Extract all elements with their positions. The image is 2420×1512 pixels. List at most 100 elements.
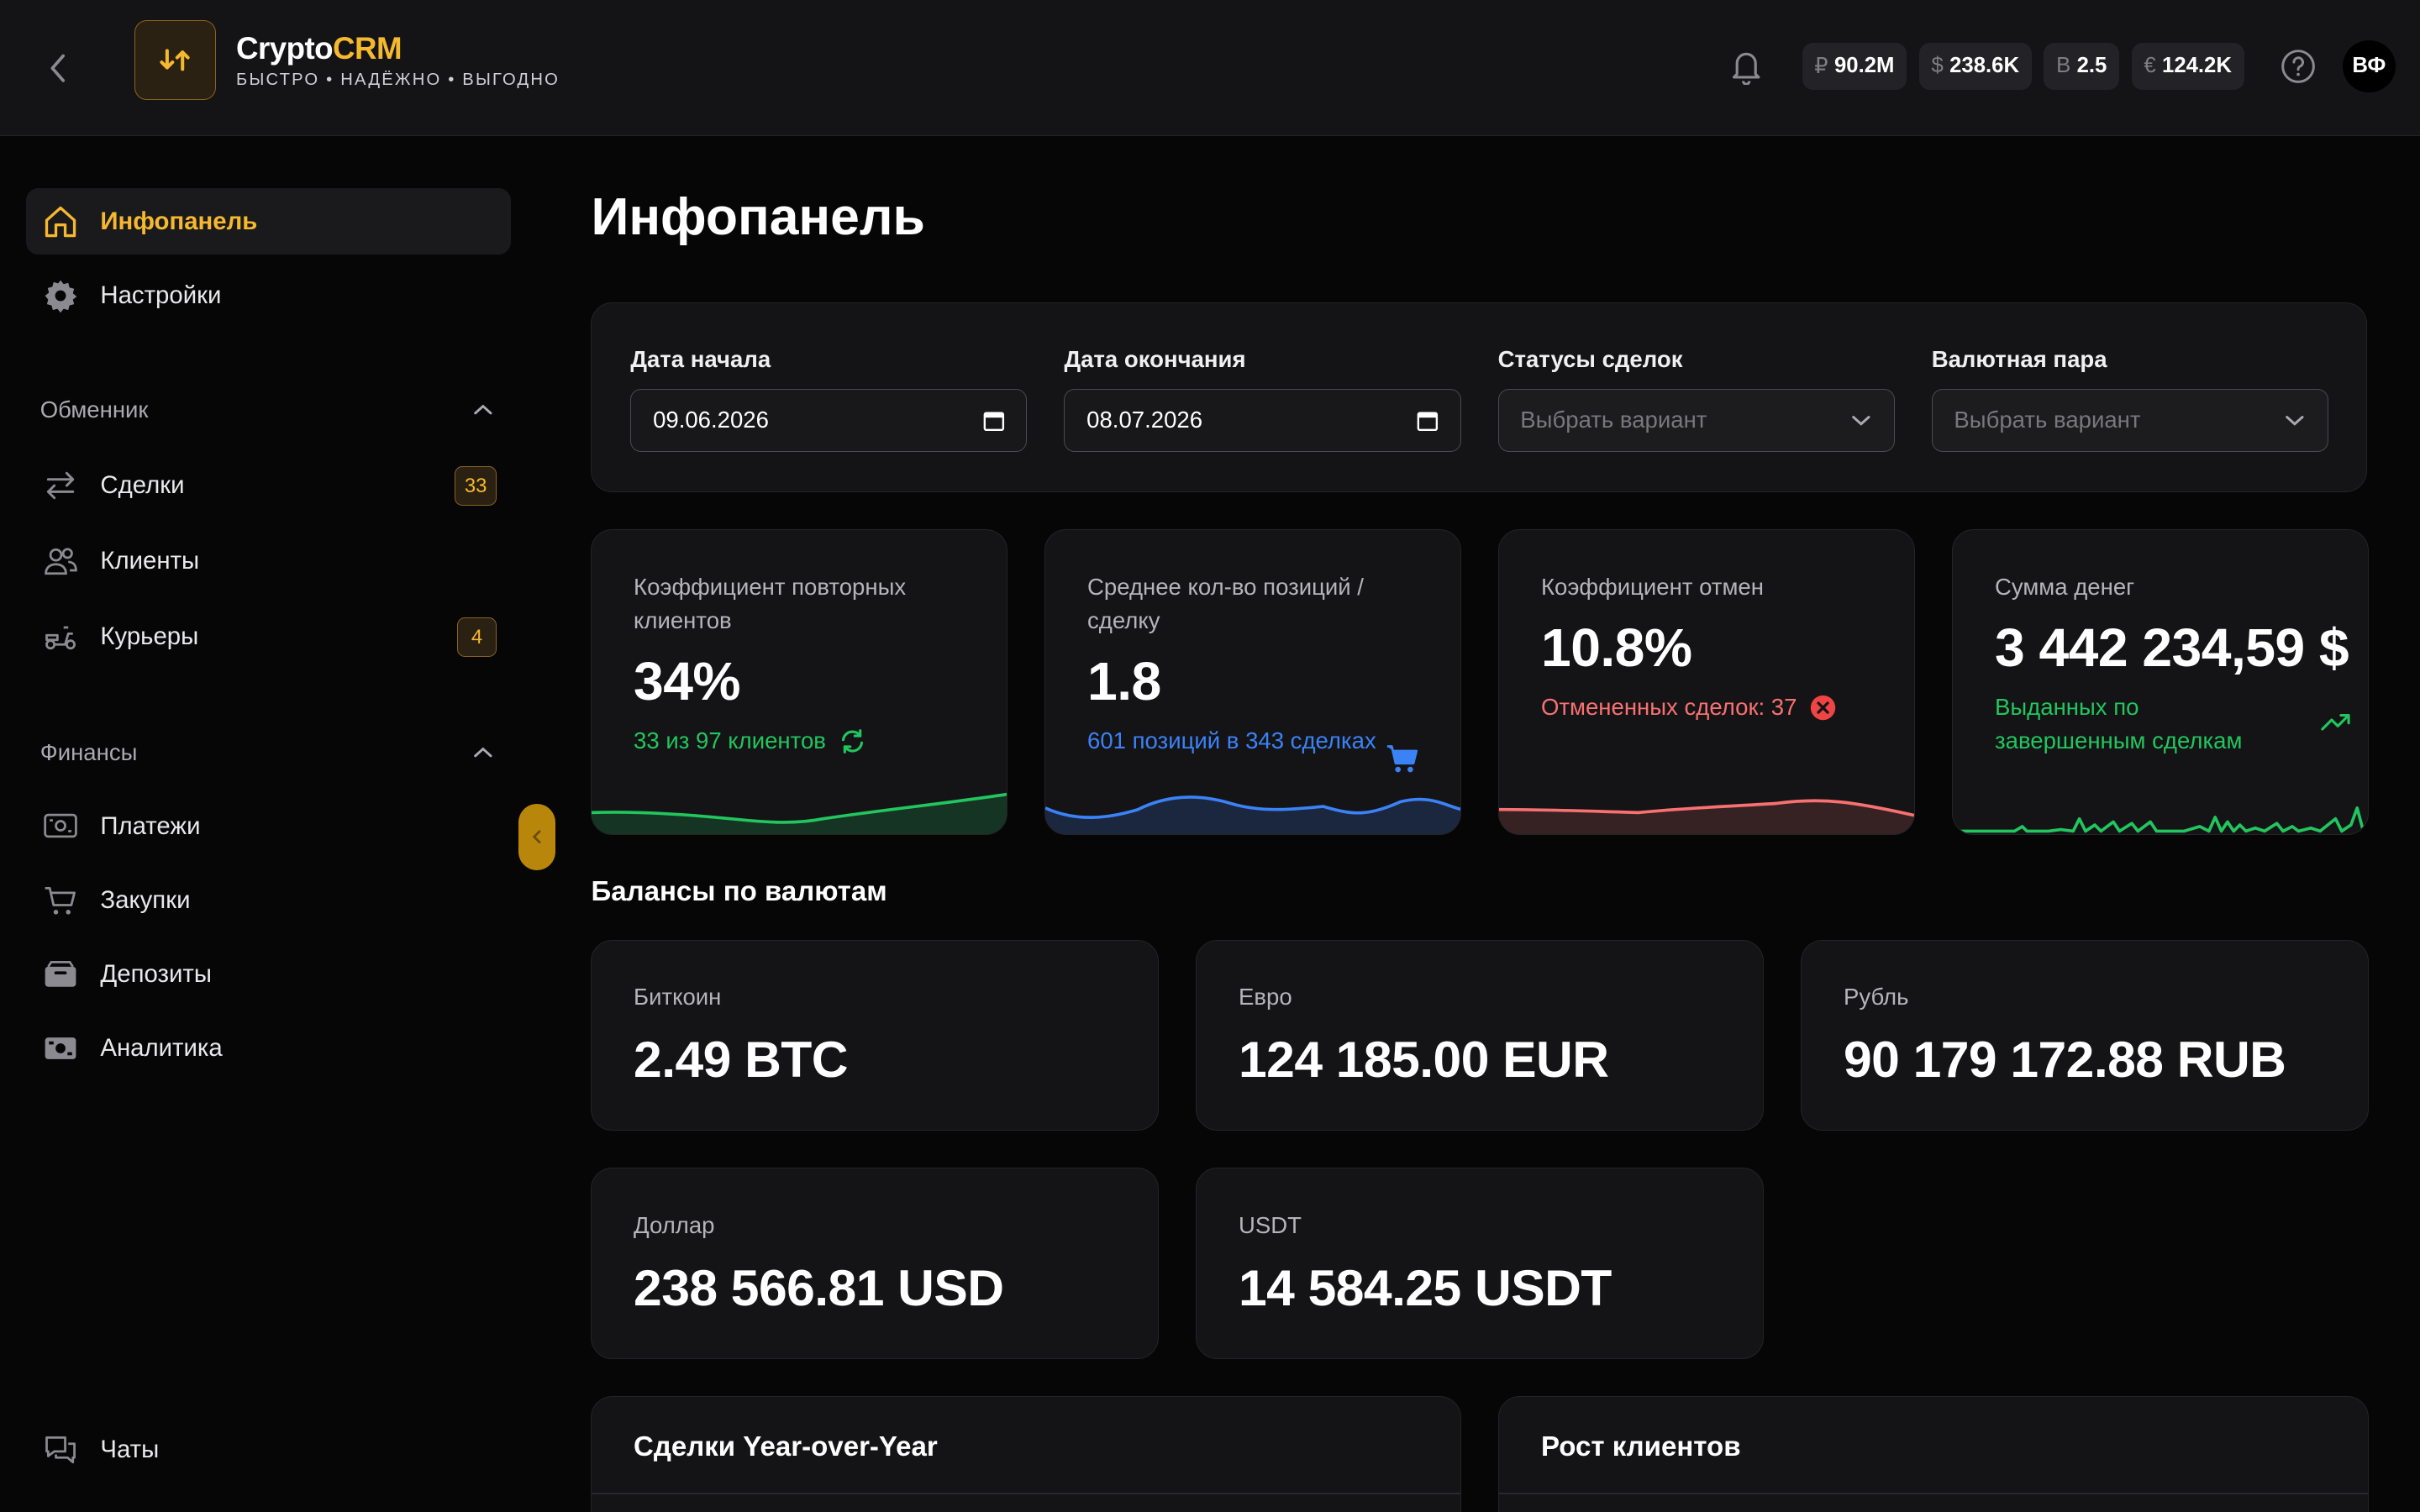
users-icon <box>42 543 79 580</box>
eur-symbol: € <box>2144 54 2156 78</box>
sidebar-item-clients[interactable]: Клиенты <box>26 528 511 594</box>
stat-value: 3 442 234,59 $ <box>1995 617 2349 678</box>
deal-status-label: Статусы сделок <box>1497 346 1683 373</box>
balance-card-rub: Рубль 90 179 172.88 RUB <box>1801 939 2370 1131</box>
stat-card-avg-positions: Среднее кол-во позиций / сделку 1.8 601 … <box>1044 528 1462 835</box>
balance-chip-eur[interactable]: €124.2K <box>2131 43 2244 90</box>
gear-icon <box>42 277 79 314</box>
panel-divider <box>592 1493 1461 1494</box>
sidebar-item-label: Платежи <box>100 811 201 840</box>
bell-icon[interactable] <box>1725 40 1768 92</box>
sidebar-item-label: Клиенты <box>100 546 200 575</box>
balance-chip-rub[interactable]: ₽90.2M <box>1802 43 1907 90</box>
panel-title: Рост клиентов <box>1541 1431 1741 1462</box>
stat-card-repeat-clients: Коэффициент повторных клиентов 34% 33 из… <box>591 528 1008 835</box>
filter-deal-status: Статусы сделок Выбрать вариант <box>1497 346 1895 453</box>
balances-section-title: Балансы по валютам <box>591 876 887 908</box>
usd-balance: 238.6K <box>1949 54 2020 78</box>
currency-pair-select[interactable]: Выбрать вариант <box>1931 388 2328 453</box>
btc-symbol: B <box>2056 54 2071 78</box>
section-finance-title: Финансы <box>39 738 138 765</box>
chevron-up-icon <box>474 404 492 415</box>
couriers-count-badge: 4 <box>456 617 497 658</box>
header-right: ₽90.2M $238.6K B 2.5 €124.2K ВФ <box>1725 39 2396 93</box>
filter-currency-pair: Валютная пара Выбрать вариант <box>1931 346 2328 453</box>
sidebar: Инфопанель Настройки Обменник Сделки 33 … <box>0 137 556 1511</box>
filters-panel: Дата начала 09.06.2026 Дата окончания 08… <box>591 302 2368 492</box>
end-date-input[interactable]: 08.07.2026 <box>1064 388 1461 453</box>
deals-count-badge: 33 <box>454 465 497 507</box>
section-exchanger-title: Обменник <box>39 396 149 423</box>
sidebar-item-analytics[interactable]: Аналитика <box>26 1016 511 1082</box>
back-icon[interactable] <box>37 46 80 89</box>
currency-pair-placeholder: Выбрать вариант <box>1954 407 2141 433</box>
sidebar-item-chats[interactable]: Чаты <box>42 1431 159 1468</box>
panel-title: Сделки Year-over-Year <box>634 1431 938 1462</box>
wallet-icon <box>42 956 79 993</box>
balance-value: 238 566.81 USD <box>634 1258 1004 1316</box>
currency-pair-label: Валютная пара <box>1931 346 2107 373</box>
panel-client-growth: Рост клиентов <box>1498 1396 2370 1512</box>
stat-subtext-label: 33 из 97 клиентов <box>634 727 826 754</box>
brand-name-part2: CRM <box>333 30 402 66</box>
usd-symbol: $ <box>1931 54 1944 78</box>
brand-tagline: БЫСТРО • НАДЁЖНО • ВЫГОДНО <box>236 71 560 90</box>
stat-subtext: Выданных по завершенным сделкам <box>1995 690 2288 759</box>
sidebar-item-label: Сделки <box>100 470 185 499</box>
balance-chip-usd[interactable]: $238.6K <box>1918 43 2032 90</box>
btc-balance: 2.5 <box>2076 54 2107 78</box>
start-date-value: 09.06.2026 <box>653 407 769 433</box>
stat-label: Сумма денег <box>1995 573 2135 600</box>
start-date-input[interactable]: 09.06.2026 <box>630 388 1028 453</box>
stat-label: Коэффициент отмен <box>1541 573 1764 600</box>
start-date-label: Дата начала <box>630 346 771 373</box>
deal-status-select[interactable]: Выбрать вариант <box>1497 388 1895 453</box>
sidebar-collapse-button[interactable] <box>518 803 556 870</box>
calendar-icon[interactable] <box>983 410 1005 432</box>
balance-label: Биткоин <box>634 983 722 1010</box>
sidebar-item-deals[interactable]: Сделки 33 <box>26 452 511 518</box>
balance-value: 14 584.25 USDT <box>1239 1258 1612 1316</box>
cart-icon <box>42 882 79 919</box>
top-header: CryptoCRM БЫСТРО • НАДЁЖНО • ВЫГОДНО ₽90… <box>0 0 2420 136</box>
cart-icon <box>1386 744 1418 772</box>
chevron-down-icon <box>2286 416 2304 426</box>
balance-label: USDT <box>1239 1211 1302 1238</box>
panel-deals-yoy: Сделки Year-over-Year <box>591 1396 1462 1512</box>
sidebar-item-deposits[interactable]: Депозиты <box>26 941 511 1007</box>
stat-card-money-sum: Сумма денег 3 442 234,59 $ Выданных по з… <box>1952 528 2370 835</box>
sidebar-item-settings[interactable]: Настройки <box>26 262 511 328</box>
page-title: Инфопанель <box>591 187 925 247</box>
brand: CryptoCRM БЫСТРО • НАДЁЖНО • ВЫГОДНО <box>236 31 560 91</box>
stat-label: Коэффициент повторных клиентов <box>634 573 907 634</box>
stat-subtext-label: 601 позиций в 343 сделках <box>1087 727 1376 754</box>
filter-start-date: Дата начала 09.06.2026 <box>630 346 1028 453</box>
sidebar-item-dashboard[interactable]: Инфопанель <box>26 188 511 255</box>
section-finance[interactable]: Финансы <box>40 739 494 766</box>
logo-icon[interactable] <box>134 19 217 101</box>
chat-icon <box>42 1431 79 1468</box>
stat-card-cancellation-rate: Коэффициент отмен 10.8% Отмененных сдело… <box>1498 528 1916 835</box>
balance-card-eur: Евро 124 185.00 EUR <box>1196 939 1765 1131</box>
help-icon[interactable] <box>2275 43 2321 89</box>
cancel-circle-icon <box>1810 695 1836 720</box>
sparkline-repeat-clients <box>592 792 1007 834</box>
sparkline-avg-positions <box>1045 795 1461 834</box>
trend-up-icon <box>2320 713 2350 731</box>
calendar-icon[interactable] <box>1417 410 1439 432</box>
avatar[interactable]: ВФ <box>2343 39 2396 93</box>
stat-value: 10.8% <box>1541 617 1692 678</box>
stat-subtext: 33 из 97 клиентов <box>634 724 866 758</box>
sidebar-item-label: Депозиты <box>100 959 212 988</box>
sidebar-item-label: Инфопанель <box>100 207 258 235</box>
balance-chip-btc[interactable]: B 2.5 <box>2044 43 2120 90</box>
sidebar-item-couriers[interactable]: Курьеры 4 <box>26 603 511 669</box>
sidebar-item-purchases[interactable]: Закупки <box>26 867 511 933</box>
section-exchanger[interactable]: Обменник <box>40 396 494 423</box>
analytics-icon <box>42 1030 79 1067</box>
sidebar-item-payments[interactable]: Платежи <box>26 793 511 859</box>
filter-end-date: Дата окончания 08.07.2026 <box>1064 346 1461 453</box>
refresh-icon <box>841 729 863 753</box>
brand-name-part1: Crypto <box>236 30 334 66</box>
